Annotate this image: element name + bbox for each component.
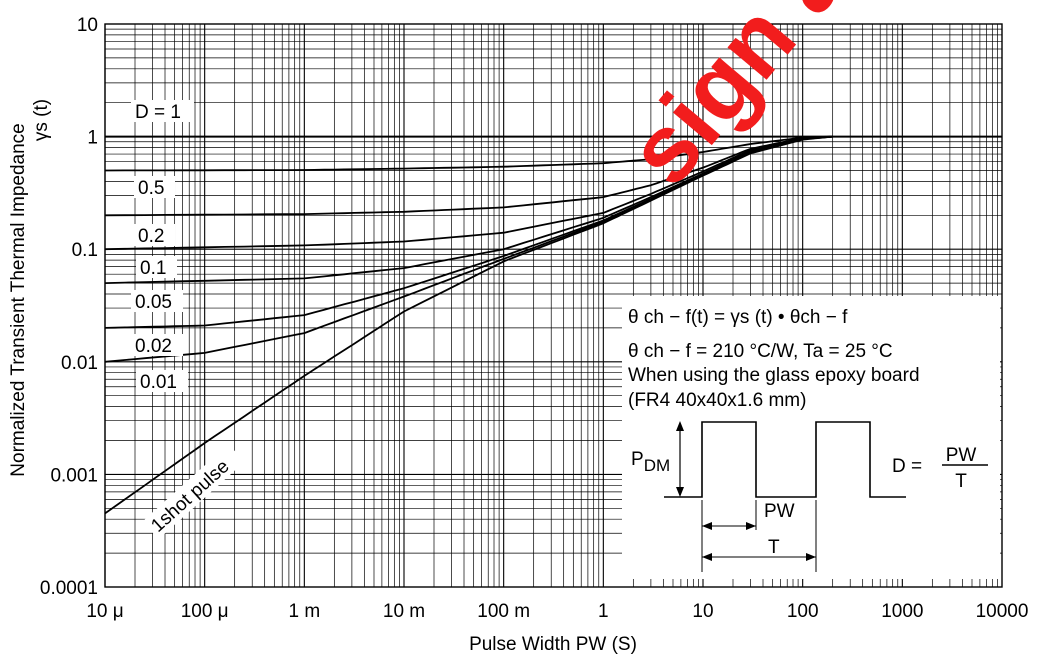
curve-label-bg — [134, 224, 175, 246]
plot-frame — [104, 23, 1003, 588]
y-axis-label: Normalized Transient Thermal Impedance — [8, 123, 29, 476]
pw-arrow-left-icon — [702, 522, 712, 530]
curve-label-bg — [142, 443, 245, 540]
t-label: T — [768, 537, 780, 558]
curves — [104, 135, 1002, 515]
pdm-label: PDM — [631, 449, 670, 475]
y-tick-label: 0.1 — [72, 240, 98, 261]
axes: 10 μ 100 μ 1 m 10 m 100 m 1 10 100 1000 10000 0.00… — [8, 15, 1028, 655]
curve-label-bg — [136, 370, 188, 392]
pdm-arrow-up-icon — [676, 421, 684, 431]
x-tick-label: 100 — [787, 601, 819, 622]
curve-label: 1shot pulse — [147, 456, 233, 537]
d-equation-denominator: T — [955, 471, 967, 492]
curve-label: 0.02 — [135, 336, 172, 357]
x-tick-label: 1 m — [288, 601, 320, 622]
t-arrow-right-icon — [806, 553, 816, 561]
curve-label-bg — [134, 176, 175, 198]
pw-arrow-right-icon — [746, 522, 756, 530]
x-tick-label: 100 μ — [181, 601, 229, 622]
x-tick-label: 10 m — [383, 601, 425, 622]
y-tick-label: 1 — [87, 128, 98, 149]
x-tick-label: 1 — [598, 601, 609, 622]
pulse-waveform — [664, 421, 906, 498]
x-tick-label: 1000 — [881, 601, 923, 622]
curve-label: 0.1 — [140, 258, 166, 279]
legend-line-2: θ ch − f = 210 °C/W, Ta = 25 °C — [628, 341, 893, 362]
t-arrow-left-icon — [702, 553, 712, 561]
curve-label-bg — [131, 100, 194, 122]
curve-label-bg — [136, 256, 177, 278]
curve-label: 0.2 — [138, 226, 164, 247]
y-tick-label: 0.01 — [61, 353, 98, 374]
x-tick-label: 10 μ — [86, 601, 123, 622]
y-axis-label-2: γs (t) — [31, 99, 52, 141]
legend-box-background — [622, 296, 1000, 579]
curve-label: 0.01 — [140, 372, 177, 393]
d-equation-numerator: PW — [946, 445, 977, 466]
x-tick-label: 10000 — [976, 601, 1029, 622]
x-tick-label: 10 — [692, 601, 713, 622]
legend-line-3: When using the glass epoxy board — [628, 365, 920, 386]
curve-label: 0.5 — [138, 178, 164, 199]
curve-label-bg — [131, 290, 183, 312]
curve-label: 0.05 — [135, 292, 172, 313]
x-tick-label: 100 m — [477, 601, 530, 622]
legend-line-4: (FR4 40x40x1.6 mm) — [628, 390, 806, 411]
legend-box: θ ch − f(t) = γs (t) • θch − f θ ch − f … — [622, 296, 1000, 579]
y-tick-label: 0.001 — [50, 465, 98, 486]
curve-label-bg — [131, 334, 183, 356]
pw-label: PW — [764, 501, 795, 522]
curve-0-5 — [104, 135, 833, 172]
y-tick-label: 10 — [77, 15, 98, 36]
legend-line-1: θ ch − f(t) = γs (t) • θch − f — [628, 307, 848, 328]
x-axis-label: Pulse Width PW (S) — [469, 634, 637, 655]
y-tick-label: 0.0001 — [40, 578, 98, 599]
d-equation-left: D = — [892, 456, 922, 477]
curve-labels: D = 1 0.5 0.2 0.1 0.05 0.02 0.01 1shot pulse — [131, 100, 245, 540]
curve-1shot-pulse — [104, 135, 833, 515]
curve-label: D = 1 — [135, 102, 181, 123]
pdm-arrow-down-icon — [676, 487, 684, 497]
